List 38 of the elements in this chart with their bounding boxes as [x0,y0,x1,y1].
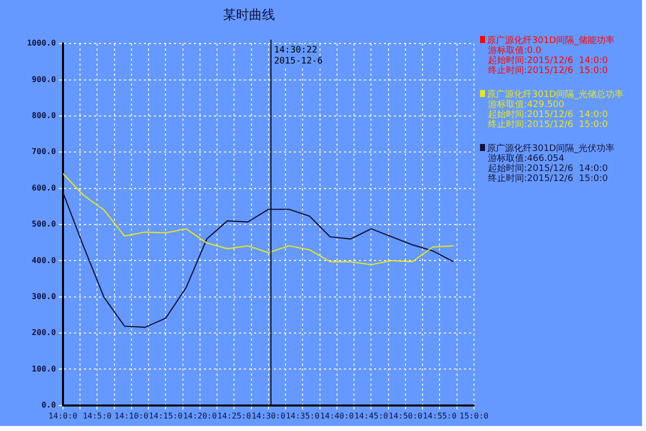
x-tick-label: 14:50:0 [388,411,423,420]
text: 游标取值:0.0 [487,46,542,56]
text: 终止时间:2015/12/6 15:0:0 [487,120,609,130]
y-tick-label: 300.0 [32,292,56,301]
x-tick-label: 14:10:0 [114,411,148,420]
y-tick-label: 100.0 [32,364,56,374]
text: 起始时间:2015/12/6 14:0:0 [487,164,609,174]
text: 终止时间:2015/12/6 15:0:0 [487,174,609,184]
x-tick-label: 14:25:0 [217,411,252,420]
x-tick-label: 14:0:0 [48,411,78,420]
text: 起始时间:2015/12/6 14:0:0 [487,110,609,120]
x-tick-label: 14:35:0 [286,411,320,420]
chart-title: 某时曲线 [223,8,275,24]
y-tick-label: 1000.0 [26,38,56,48]
legend-label: 原广源化纤301D间隔_储能功率 [486,36,616,46]
ref-line-label: 14:30:22 2015-12-6 [274,45,323,66]
y-tick-label: 500.0 [32,220,56,229]
text: 游标取值:466.054 [487,154,566,164]
x-tick-label: 14:40:0 [320,411,354,420]
x-tick-label: 15:0:0 [460,411,489,420]
y-tick-label: 600.0 [32,183,56,192]
y-tick-label: 200.0 [32,328,56,338]
legend-label: 原广源化纤301D间隔_光伏功率 [486,144,616,154]
x-tick-label: 14:45:0 [354,411,388,420]
y-tick-label: 400.0 [32,256,56,265]
text: 终止时间:2015/12/6 15:0:0 [487,66,609,76]
y-tick-label: 0.0 [41,400,56,410]
text: 游标取值:429.500 [487,100,566,110]
x-tick-label: 14:5:0 [82,411,112,420]
legend-label: 原广源化纤301D间隔_光储总功率 [486,90,625,100]
x-tick-label: 14:20:0 [183,411,217,420]
x-tick-label: 14:15:0 [148,411,183,420]
x-tick-label: 14:55:0 [422,411,457,420]
y-tick-label: 700.0 [32,147,56,156]
x-tick-label: 14:30:0 [252,411,286,420]
text: 起始时间:2015/12/6 14:0:0 [487,56,609,66]
y-tick-label: 900.0 [32,74,56,84]
y-tick-label: 800.0 [32,111,56,120]
